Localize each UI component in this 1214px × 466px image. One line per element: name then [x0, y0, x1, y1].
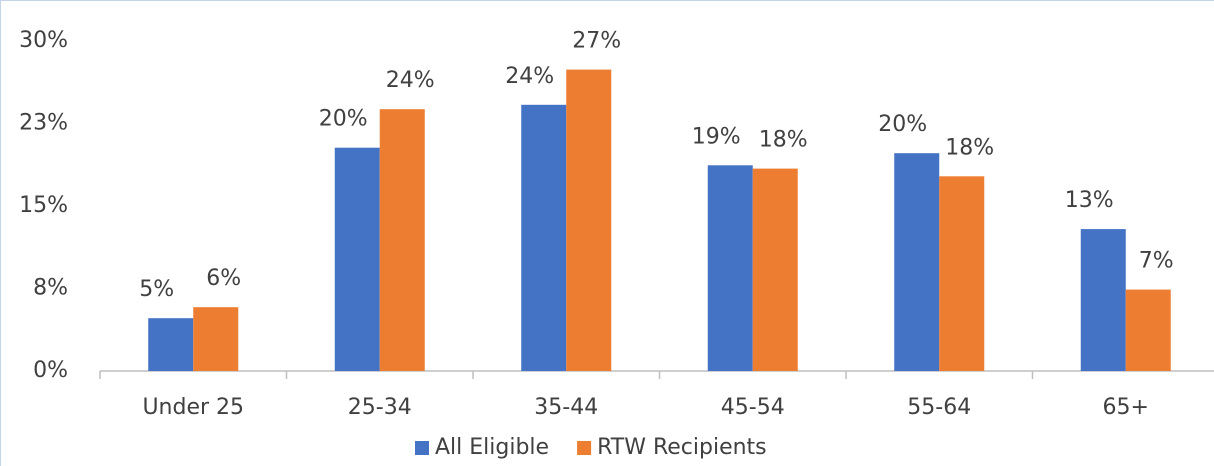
data-label: 13%: [1065, 188, 1114, 213]
y-tick-label: 30%: [19, 28, 68, 53]
data-label: 18%: [759, 128, 808, 153]
data-label: 19%: [692, 124, 741, 149]
data-label: 6%: [206, 266, 241, 291]
data-label: 20%: [878, 112, 927, 137]
data-label: 20%: [319, 107, 368, 132]
x-tick-label: Under 25: [142, 395, 244, 420]
legend-label: All Eligible: [435, 435, 549, 460]
bar: [939, 176, 985, 371]
data-label: 24%: [505, 64, 554, 89]
x-tick-label: 45-54: [721, 395, 785, 420]
data-label: 5%: [139, 277, 174, 302]
data-label: 7%: [1139, 249, 1174, 274]
legend-swatch: [577, 441, 592, 455]
bar: [1080, 229, 1126, 371]
x-tick-label: 55-64: [907, 395, 971, 420]
bar: [707, 165, 753, 371]
x-tick-label: 35-44: [534, 395, 598, 420]
bar: [148, 318, 194, 371]
y-tick-label: 23%: [19, 111, 68, 136]
bar: [334, 147, 380, 371]
bar: [521, 104, 567, 372]
bar: [894, 153, 940, 371]
data-label: 24%: [386, 68, 435, 93]
x-tick-label: 25-34: [348, 395, 412, 420]
legend-swatch: [415, 441, 429, 455]
data-label: 27%: [572, 29, 621, 54]
y-tick-label: 15%: [19, 193, 68, 218]
bar: [193, 307, 239, 371]
x-tick-label: 65+: [1103, 395, 1149, 420]
legend-label: RTW Recipients: [597, 435, 767, 460]
bar: [1125, 289, 1171, 371]
y-tick-label: 8%: [33, 276, 68, 301]
bar: [379, 109, 425, 371]
y-tick-label: 0%: [33, 358, 68, 383]
bar: [752, 168, 798, 371]
bar: [566, 69, 612, 371]
data-label: 18%: [945, 135, 994, 160]
